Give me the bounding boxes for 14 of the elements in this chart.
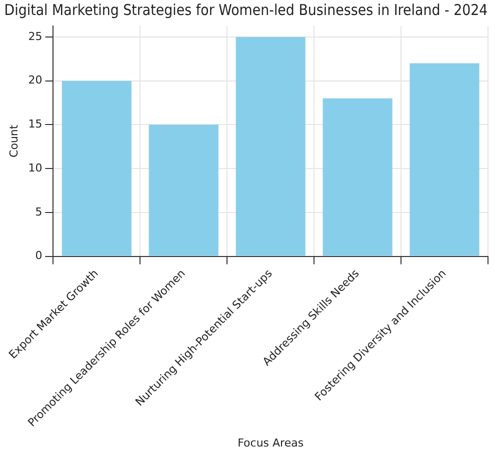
y-tick-label: 20 bbox=[28, 74, 42, 87]
y-tick-label: 25 bbox=[28, 30, 42, 43]
y-tick-label: 5 bbox=[35, 205, 42, 218]
x-axis-title: Focus Areas bbox=[238, 436, 304, 450]
bar bbox=[148, 124, 218, 256]
bar bbox=[62, 80, 132, 256]
y-tick-label: 15 bbox=[28, 118, 42, 131]
y-tick-label: 10 bbox=[28, 161, 42, 174]
bar bbox=[236, 36, 306, 256]
chart-title: Digital Marketing Strategies for Women-led Businesses in Ireland - 2024 bbox=[4, 2, 488, 20]
y-axis-title: Count bbox=[7, 124, 20, 158]
bar bbox=[322, 98, 392, 256]
y-tick-label: 0 bbox=[35, 249, 42, 262]
bar bbox=[410, 63, 480, 256]
